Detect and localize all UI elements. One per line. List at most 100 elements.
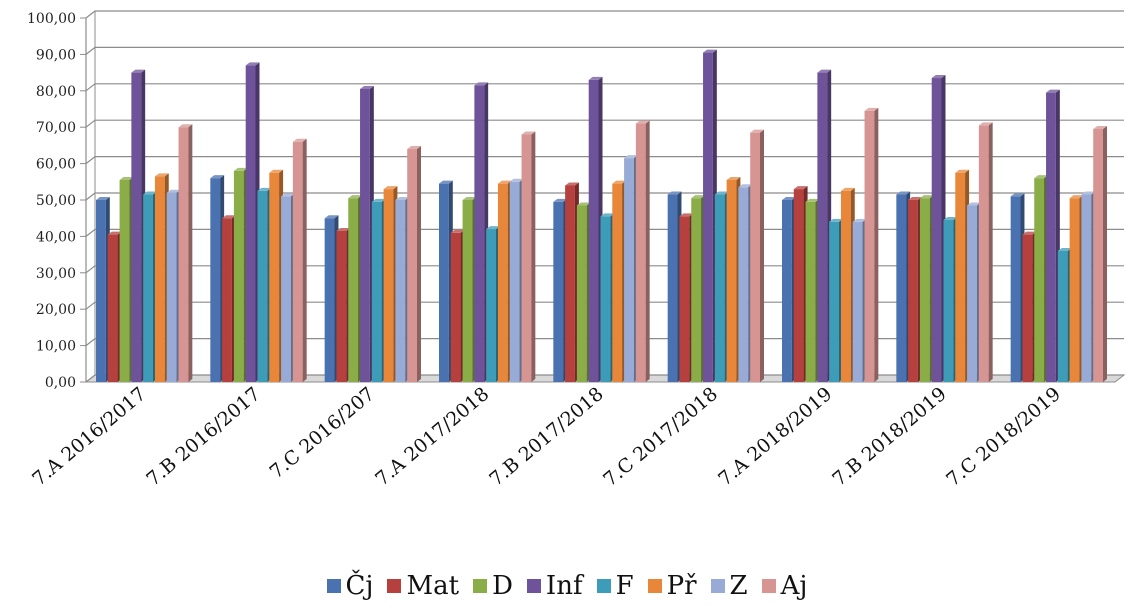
x-category-label: 7.A 2017/2018 (371, 383, 493, 490)
bar-Aj-1 (292, 141, 303, 382)
bar-top (462, 197, 477, 200)
bar-Př-2 (383, 189, 394, 382)
legend-label: F (615, 571, 634, 601)
bar-Inf-1 (245, 65, 256, 382)
bar-top (1093, 126, 1107, 130)
bar-Př-4 (612, 183, 623, 382)
legend-item: Mat (387, 571, 459, 601)
bar-F-6 (829, 221, 839, 382)
legend-label: Aj (780, 571, 808, 601)
bar-top (600, 213, 615, 217)
legend-item: Př (647, 571, 697, 601)
bar-top (336, 227, 351, 231)
bar-Z-1 (281, 196, 291, 382)
bar-side (531, 131, 536, 382)
bar-top (281, 193, 295, 197)
legend-item: Inf (526, 571, 583, 601)
bar-top (943, 217, 958, 221)
bar-top (919, 195, 934, 199)
bar-Mat-8 (1022, 234, 1033, 382)
bar-top (553, 198, 568, 202)
bar-Z-7 (967, 205, 977, 382)
y-tick-label: 80,00 (36, 84, 76, 100)
bar-Mat-7 (908, 200, 918, 382)
bar-top (292, 138, 307, 142)
bar-top (222, 215, 236, 219)
bar-top (908, 197, 922, 200)
bar-Z-2 (395, 200, 406, 382)
bar-Z-3 (509, 181, 520, 382)
x-category-label: 7.B 2017/2018 (485, 383, 607, 491)
legend-item: Aj (761, 571, 808, 601)
bar-Př-6 (840, 190, 851, 382)
y-tick-label: 10,00 (36, 339, 76, 355)
bar-Aj-7 (978, 125, 989, 382)
bar-top (119, 176, 134, 180)
bar-Čj-6 (782, 200, 792, 382)
y-tick-label: 50,00 (36, 193, 76, 209)
legend-swatch (596, 579, 611, 593)
bar-top (178, 124, 193, 128)
bar-Aj-6 (864, 110, 875, 382)
bar-top (955, 169, 970, 173)
bar-side (760, 129, 764, 382)
bar-F-2 (371, 201, 382, 382)
bar-D-6 (805, 201, 816, 382)
x-category-label: 7.C 2017/2018 (599, 383, 722, 491)
legend-swatch (326, 579, 341, 593)
bar-F-0 (143, 194, 153, 382)
bar-Z-0 (166, 192, 177, 382)
bar-top (576, 202, 591, 206)
bar-Inf-7 (931, 78, 942, 382)
bar-Aj-5 (750, 132, 760, 382)
bar-top (738, 184, 753, 188)
legend-swatch (761, 579, 776, 593)
bar-top (805, 198, 820, 202)
bar-top (726, 176, 741, 180)
x-category-label: 7.B 2016/2017 (142, 383, 264, 491)
bar-top (486, 226, 500, 230)
bar-top (233, 167, 248, 171)
legend-label: Čj (345, 571, 374, 601)
bar-top (210, 175, 225, 179)
bar-top (793, 186, 808, 190)
bar-F-8 (1057, 250, 1068, 382)
x-category-label: 7.B 2018/2019 (828, 383, 950, 491)
legend-item: F (596, 571, 634, 601)
bar-Př-0 (154, 176, 165, 382)
bar-Př-3 (497, 183, 508, 382)
bar-top (439, 180, 453, 184)
bar-Aj-0 (178, 127, 189, 382)
bar-top (679, 213, 694, 217)
bar-Mat-2 (336, 230, 347, 382)
bar-F-1 (257, 190, 268, 382)
bar-top (967, 202, 981, 206)
bar-top (829, 218, 843, 222)
legend-label: Př (666, 571, 697, 601)
bar-D-2 (348, 198, 359, 382)
bar-top (635, 120, 650, 124)
bar-side (988, 122, 993, 382)
y-tick-label: 20,00 (36, 302, 76, 318)
x-category-label: 7.A 2018/2019 (714, 383, 836, 490)
bar-D-7 (919, 198, 930, 382)
legend-swatch (526, 579, 541, 593)
bar-top (407, 146, 421, 150)
bar-top (1022, 231, 1037, 235)
bar-top (750, 129, 764, 133)
bar-Čj-4 (553, 201, 564, 382)
bar-F-5 (714, 194, 725, 382)
bar-Inf-2 (360, 88, 370, 382)
bar-Př-7 (955, 172, 966, 382)
bar-top (852, 218, 867, 222)
bar-top (245, 62, 260, 66)
bar-Př-5 (726, 179, 737, 382)
bar-Mat-3 (450, 232, 461, 382)
bar-top (1057, 247, 1072, 251)
y-tick-label: 100,00 (27, 11, 76, 27)
bar-side (874, 107, 879, 382)
bar-top (360, 85, 374, 89)
x-category-label: 7.C 2018/2019 (942, 383, 1065, 491)
bar-top (131, 69, 146, 73)
